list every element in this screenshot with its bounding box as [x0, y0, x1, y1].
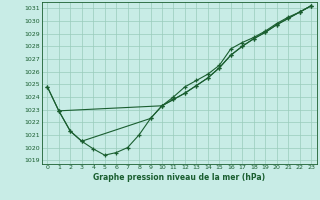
X-axis label: Graphe pression niveau de la mer (hPa): Graphe pression niveau de la mer (hPa) [93, 173, 265, 182]
